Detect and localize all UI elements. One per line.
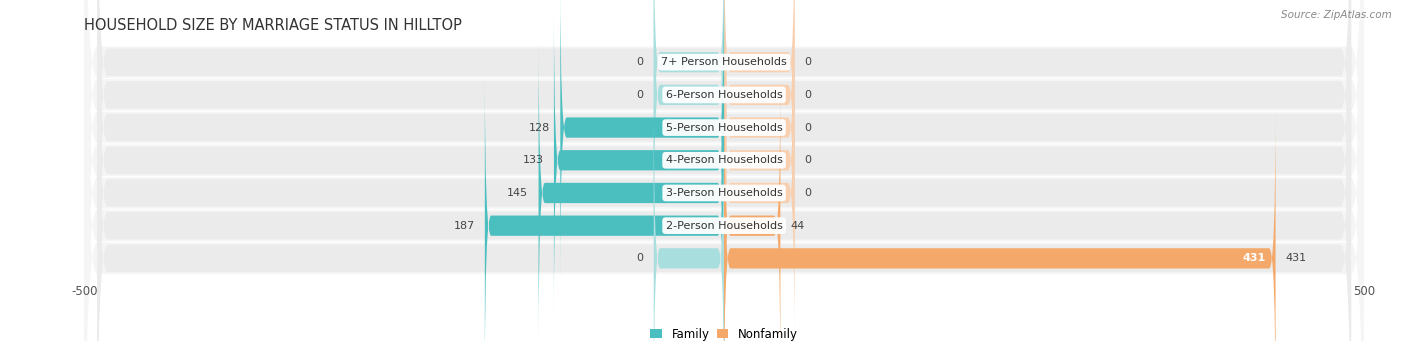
Text: 3-Person Households: 3-Person Households xyxy=(665,188,783,198)
FancyBboxPatch shape xyxy=(724,105,1275,341)
FancyBboxPatch shape xyxy=(654,0,724,216)
Text: 0: 0 xyxy=(804,90,811,100)
FancyBboxPatch shape xyxy=(97,0,1351,341)
Text: 0: 0 xyxy=(637,90,644,100)
FancyBboxPatch shape xyxy=(654,0,724,248)
Text: 128: 128 xyxy=(529,122,550,133)
FancyBboxPatch shape xyxy=(724,0,794,281)
Text: 0: 0 xyxy=(637,253,644,263)
FancyBboxPatch shape xyxy=(84,0,1364,341)
Text: Source: ZipAtlas.com: Source: ZipAtlas.com xyxy=(1281,10,1392,20)
FancyBboxPatch shape xyxy=(724,72,780,341)
Text: 4-Person Households: 4-Person Households xyxy=(665,155,783,165)
FancyBboxPatch shape xyxy=(724,0,794,248)
FancyBboxPatch shape xyxy=(97,0,1351,310)
FancyBboxPatch shape xyxy=(654,105,724,341)
FancyBboxPatch shape xyxy=(485,72,724,341)
FancyBboxPatch shape xyxy=(538,40,724,341)
Text: 431: 431 xyxy=(1285,253,1308,263)
FancyBboxPatch shape xyxy=(724,7,794,314)
Text: 431: 431 xyxy=(1241,253,1265,263)
FancyBboxPatch shape xyxy=(84,0,1364,341)
FancyBboxPatch shape xyxy=(84,0,1364,341)
Legend: Family, Nonfamily: Family, Nonfamily xyxy=(651,328,797,341)
Text: 0: 0 xyxy=(804,57,811,67)
FancyBboxPatch shape xyxy=(97,0,1351,341)
Text: 0: 0 xyxy=(804,122,811,133)
Text: 6-Person Households: 6-Person Households xyxy=(665,90,783,100)
FancyBboxPatch shape xyxy=(724,40,794,341)
FancyBboxPatch shape xyxy=(84,0,1364,341)
Text: 44: 44 xyxy=(790,221,804,231)
FancyBboxPatch shape xyxy=(97,0,1351,341)
FancyBboxPatch shape xyxy=(561,0,724,281)
Text: 133: 133 xyxy=(523,155,544,165)
Text: HOUSEHOLD SIZE BY MARRIAGE STATUS IN HILLTOP: HOUSEHOLD SIZE BY MARRIAGE STATUS IN HIL… xyxy=(84,18,463,33)
Text: 2-Person Households: 2-Person Households xyxy=(665,221,783,231)
Text: 0: 0 xyxy=(804,188,811,198)
Text: 7+ Person Households: 7+ Person Households xyxy=(661,57,787,67)
FancyBboxPatch shape xyxy=(97,0,1351,341)
FancyBboxPatch shape xyxy=(97,11,1351,341)
Text: 187: 187 xyxy=(453,221,475,231)
FancyBboxPatch shape xyxy=(724,0,794,216)
FancyBboxPatch shape xyxy=(84,0,1364,341)
Text: 5-Person Households: 5-Person Households xyxy=(665,122,783,133)
FancyBboxPatch shape xyxy=(97,0,1351,341)
Text: 0: 0 xyxy=(804,155,811,165)
FancyBboxPatch shape xyxy=(84,0,1364,341)
FancyBboxPatch shape xyxy=(84,0,1364,341)
Text: 145: 145 xyxy=(508,188,529,198)
Text: 0: 0 xyxy=(637,57,644,67)
FancyBboxPatch shape xyxy=(554,7,724,314)
